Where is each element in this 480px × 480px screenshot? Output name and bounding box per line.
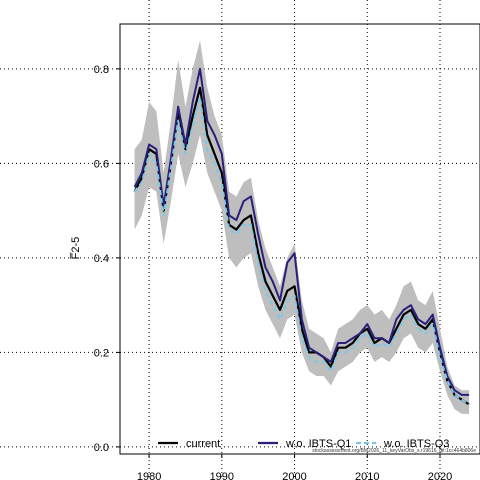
x-tick-label: 1990 xyxy=(210,471,234,480)
y-tick-label: 0.4 xyxy=(94,253,109,265)
x-tick-label: 2020 xyxy=(428,471,452,480)
y-tick-label: 0.6 xyxy=(94,158,109,170)
series-lines xyxy=(133,67,470,406)
footnote: stockassessment.org/BM2026_11_keyVarObs_… xyxy=(312,448,476,454)
x-axis: 1980 1990 2000 2010 2020 xyxy=(137,454,452,480)
plot-frame xyxy=(119,23,480,455)
x-tick-label: 2010 xyxy=(355,471,379,480)
confidence-band xyxy=(134,40,470,414)
legend-label-3: w.o. IBTS-Q3 xyxy=(383,438,449,450)
series-line-2 xyxy=(133,67,470,396)
legend: current w.o. IBTS-Q1 w.o. IBTS-Q3 xyxy=(158,438,449,450)
y-tick-label: 0.0 xyxy=(94,442,109,454)
legend-label-2: w.o. IBTS-Q1 xyxy=(285,438,351,450)
confidence-band-area xyxy=(134,40,470,414)
y-tick-label: 0.2 xyxy=(94,347,109,359)
series-line-1 xyxy=(133,86,470,406)
legend-label-1: current xyxy=(186,438,220,450)
y-axis-label: F̅2-5 xyxy=(70,237,82,260)
y-tick-label: 0.8 xyxy=(94,64,109,76)
y-axis: 0.0 0.2 0.4 0.6 0.8 xyxy=(94,64,120,454)
x-tick-label: 1980 xyxy=(137,471,161,480)
x-tick-label: 2000 xyxy=(282,471,306,480)
